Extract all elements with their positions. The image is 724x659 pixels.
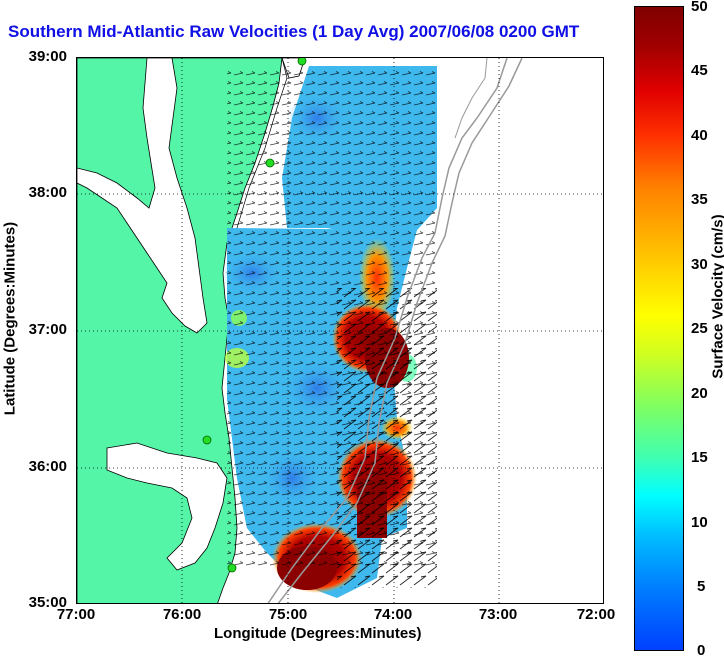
colorbar-tick-label: 15 (691, 449, 708, 466)
y-tick-label: 36:00 (28, 458, 67, 475)
x-tick-label: 73:00 (478, 606, 518, 623)
colorbar-tick-label: 5 (697, 578, 706, 595)
map-title: Southern Mid-Atlantic Raw Velocities (1 … (8, 22, 580, 41)
colorbar-tick-label: 25 (691, 320, 708, 337)
x-tick-label: 75:00 (268, 606, 308, 623)
grid-lines (77, 58, 603, 603)
colorbar-tick-label: 35 (691, 191, 708, 208)
x-tick-label: 72:00 (576, 606, 616, 623)
colorbar-title: Surface Velocity (cm/s) (709, 214, 724, 379)
station-marker (227, 563, 237, 573)
y-tick-label: 37:00 (28, 321, 67, 338)
map-canvas (77, 58, 603, 603)
radar-stations (202, 58, 307, 573)
x-axis-title: Longitude (Degrees:Minutes) (214, 625, 422, 642)
colorbar-tick-label: 30 (691, 256, 708, 273)
colorbar-tick-label: 40 (691, 127, 708, 144)
station-marker (265, 158, 275, 168)
bathymetry-contour (267, 58, 508, 603)
colorbar-tick-label: 0 (697, 642, 706, 659)
x-tick-label: 77:00 (56, 606, 96, 623)
colorbar-tick-label: 50 (691, 0, 708, 15)
y-tick-label: 35:00 (28, 594, 67, 611)
y-tick-label: 39:00 (28, 48, 67, 65)
albemarle-sound (106, 442, 228, 571)
colorbar-tick-label: 45 (691, 62, 708, 79)
y-tick-label: 38:00 (28, 184, 67, 201)
colorbar-tick-label: 10 (691, 514, 708, 531)
y-axis-title: Latitude (Degrees:Minutes) (1, 221, 19, 416)
x-tick-label: 76:00 (162, 606, 202, 623)
station-marker (297, 58, 307, 66)
colorbar (634, 6, 684, 651)
station-marker (202, 435, 212, 445)
chesapeake-bay (77, 58, 208, 334)
map-plot-area (76, 57, 604, 604)
colorbar-tick-label: 20 (691, 385, 708, 402)
x-tick-label: 74:00 (373, 606, 413, 623)
